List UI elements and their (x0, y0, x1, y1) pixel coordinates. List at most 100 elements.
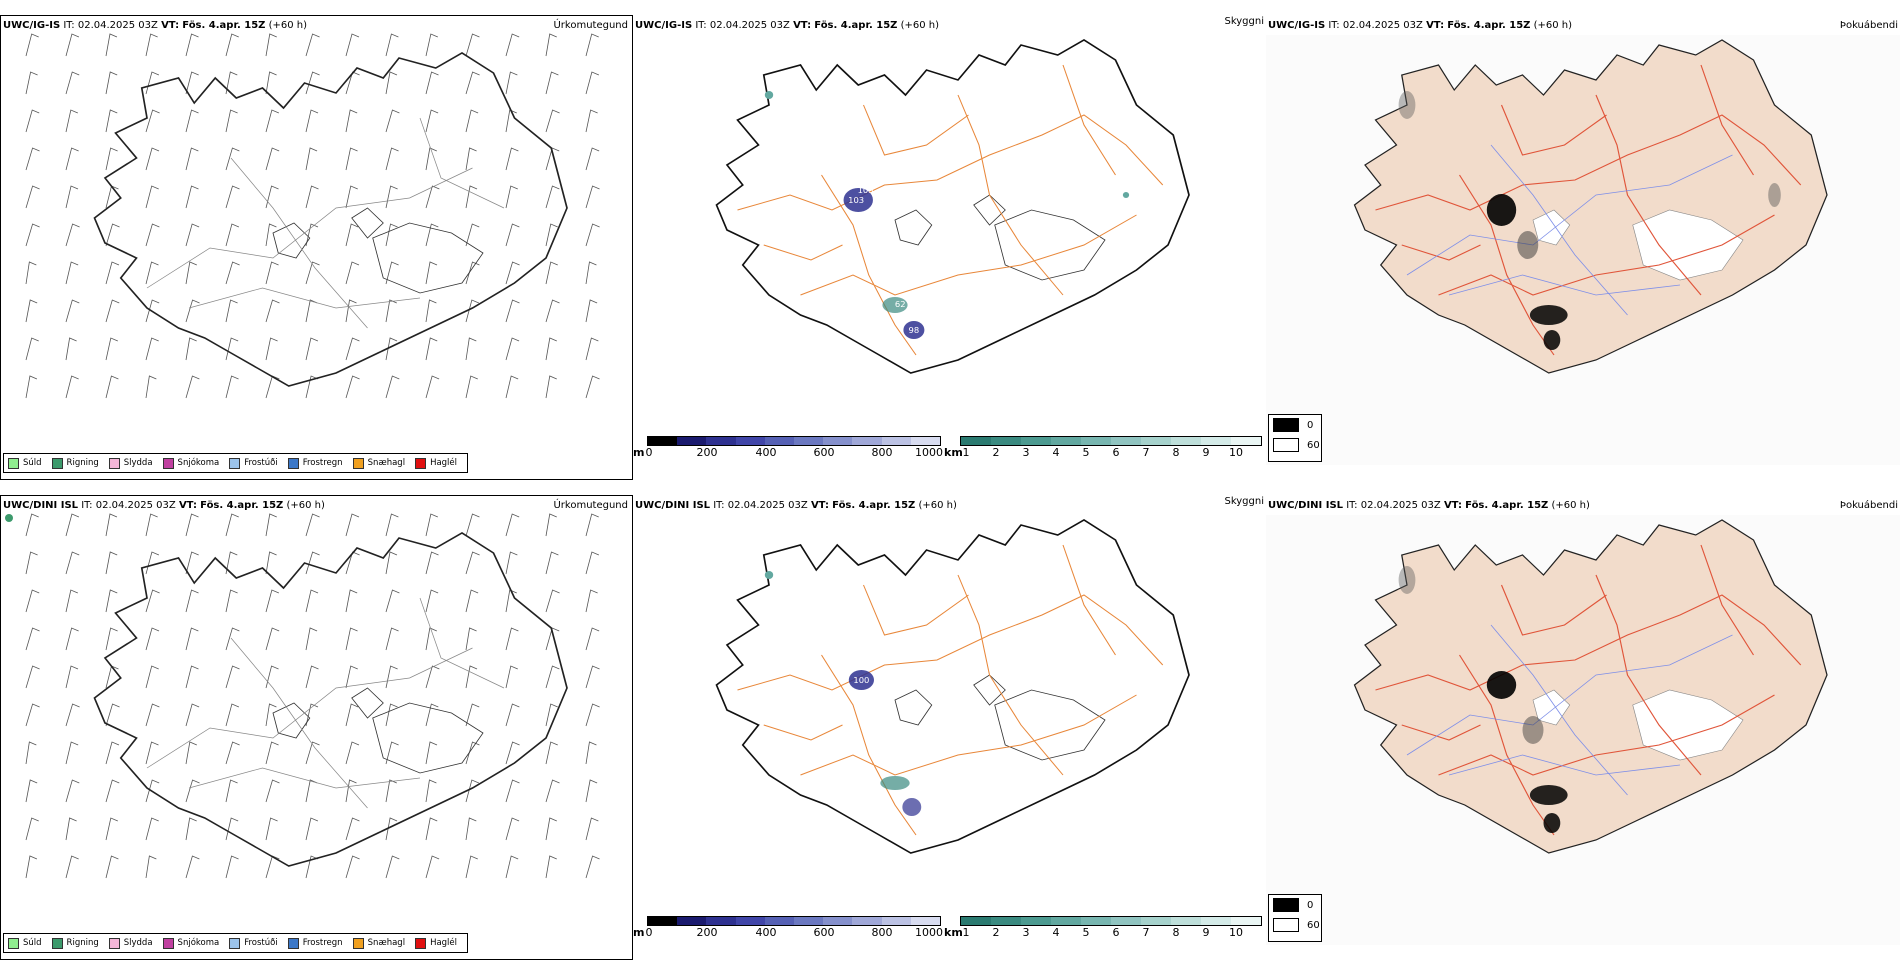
wind-barb (185, 817, 197, 841)
wind-barb (465, 71, 480, 95)
wind-barb (25, 299, 38, 323)
wind-barb (225, 223, 240, 247)
wind-barb (185, 375, 200, 399)
wind-barb (25, 33, 39, 57)
colorbar-segment (910, 917, 941, 925)
wind-barb (505, 375, 519, 399)
legend-swatch (415, 937, 427, 949)
legend-swatch (8, 457, 19, 469)
wind-barb (385, 817, 398, 841)
wind-barb (305, 627, 318, 651)
wind-barb (185, 665, 199, 689)
wind-barb (25, 147, 40, 171)
wind-barb (225, 589, 238, 613)
wind-barb (505, 779, 520, 803)
wind-barb (265, 185, 279, 209)
wind-barb (185, 551, 199, 575)
wind-barb (65, 109, 78, 133)
colorbar-segment (648, 917, 678, 925)
visibility-ceiling-panel: UWC/DINI ISL IT: 02.04.2025 03Z VT: Fös.… (633, 480, 1266, 950)
colorbar-segment (706, 917, 736, 925)
wind-barb (545, 299, 560, 323)
colorbar-segment (961, 917, 991, 925)
colorbar-segment (1021, 917, 1051, 925)
wind-barb (65, 779, 80, 803)
wind-barb (305, 665, 319, 689)
wind-barb (425, 299, 437, 323)
wind-barb (105, 627, 118, 651)
wind-barb (305, 71, 320, 95)
wind-barb (185, 71, 199, 95)
wind-barb (345, 223, 359, 247)
wind-barb (385, 261, 399, 285)
wind-barb (65, 855, 79, 879)
legend-swatch (352, 937, 364, 949)
colorbar-segment (677, 437, 707, 445)
wind-barb (465, 589, 479, 613)
wind-barb (105, 551, 118, 575)
wind-barb (345, 513, 360, 537)
wind-barb (585, 147, 600, 171)
wind-barb (265, 261, 279, 285)
wind-barb (585, 855, 600, 879)
wind-barb (345, 261, 360, 285)
wind-barb (225, 513, 239, 537)
wind-barb (105, 147, 118, 171)
wind-barb (25, 261, 37, 285)
wind-barb (305, 741, 320, 765)
legend-swatch (287, 457, 299, 469)
wind-barb (145, 627, 160, 651)
wind-barb (185, 261, 197, 285)
wind-barb (225, 817, 239, 841)
wind-barb (65, 185, 79, 209)
wind-barb (345, 71, 360, 95)
colorbar-segment (764, 917, 795, 925)
wind-barb (145, 513, 158, 537)
wind-barb (385, 109, 400, 133)
visibility-ceiling-panel: UWC/IG-IS IT: 02.04.2025 03Z VT: Fös. 4.… (633, 0, 1266, 470)
wind-barb (505, 109, 517, 133)
wind-barb (345, 33, 360, 57)
wind-barb (65, 261, 79, 285)
wind-barb (425, 665, 440, 689)
panel-title: Skyggni (1224, 16, 1264, 27)
wind-barb (305, 33, 320, 57)
wind-barb (25, 779, 38, 803)
panel-header: UWC/IG-IS IT: 02.04.2025 03Z VT: Fös. 4.… (1268, 20, 1573, 31)
wind-barb (425, 337, 438, 361)
wind-barb (585, 71, 600, 95)
wind-barb (265, 223, 277, 247)
panel-header: UWC/DINI ISL IT: 02.04.2025 03Z VT: Fös.… (1268, 500, 1590, 511)
colorbar-segment (1051, 437, 1081, 445)
svg-text:62: 62 (895, 299, 906, 309)
legend-swatch (415, 457, 427, 469)
wind-barb (545, 665, 560, 689)
wind-barb (65, 147, 79, 171)
panel-header: UWC/DINI ISL IT: 02.04.2025 03Z VT: Fös.… (635, 500, 957, 511)
wind-barb (385, 703, 398, 727)
wind-barb (545, 33, 557, 57)
coastline (93, 52, 568, 387)
wind-barb (305, 703, 319, 727)
wind-barb (145, 589, 160, 613)
wind-barb (505, 299, 520, 323)
visibility-map: 100 (715, 519, 1190, 854)
wind-barb (425, 513, 438, 537)
wind-barb (265, 147, 280, 171)
colorbar-segment (648, 437, 678, 445)
wind-barb (225, 665, 240, 689)
wind-barb (25, 817, 39, 841)
wind-barb (505, 185, 518, 209)
wind-barb (505, 665, 518, 689)
wind-barb (505, 513, 520, 537)
wind-barb (185, 33, 199, 57)
legend-swatch (287, 937, 299, 949)
wind-barb (505, 551, 518, 575)
legend-swatch (108, 937, 120, 949)
wind-barb (545, 337, 557, 361)
wind-barb (105, 109, 118, 133)
wind-barb (145, 779, 160, 803)
precip-legend: Súld Rigning Slydda Snjókoma Frostúði Fr… (3, 933, 469, 953)
wind-barb (345, 109, 358, 133)
wind-barb (505, 817, 520, 841)
